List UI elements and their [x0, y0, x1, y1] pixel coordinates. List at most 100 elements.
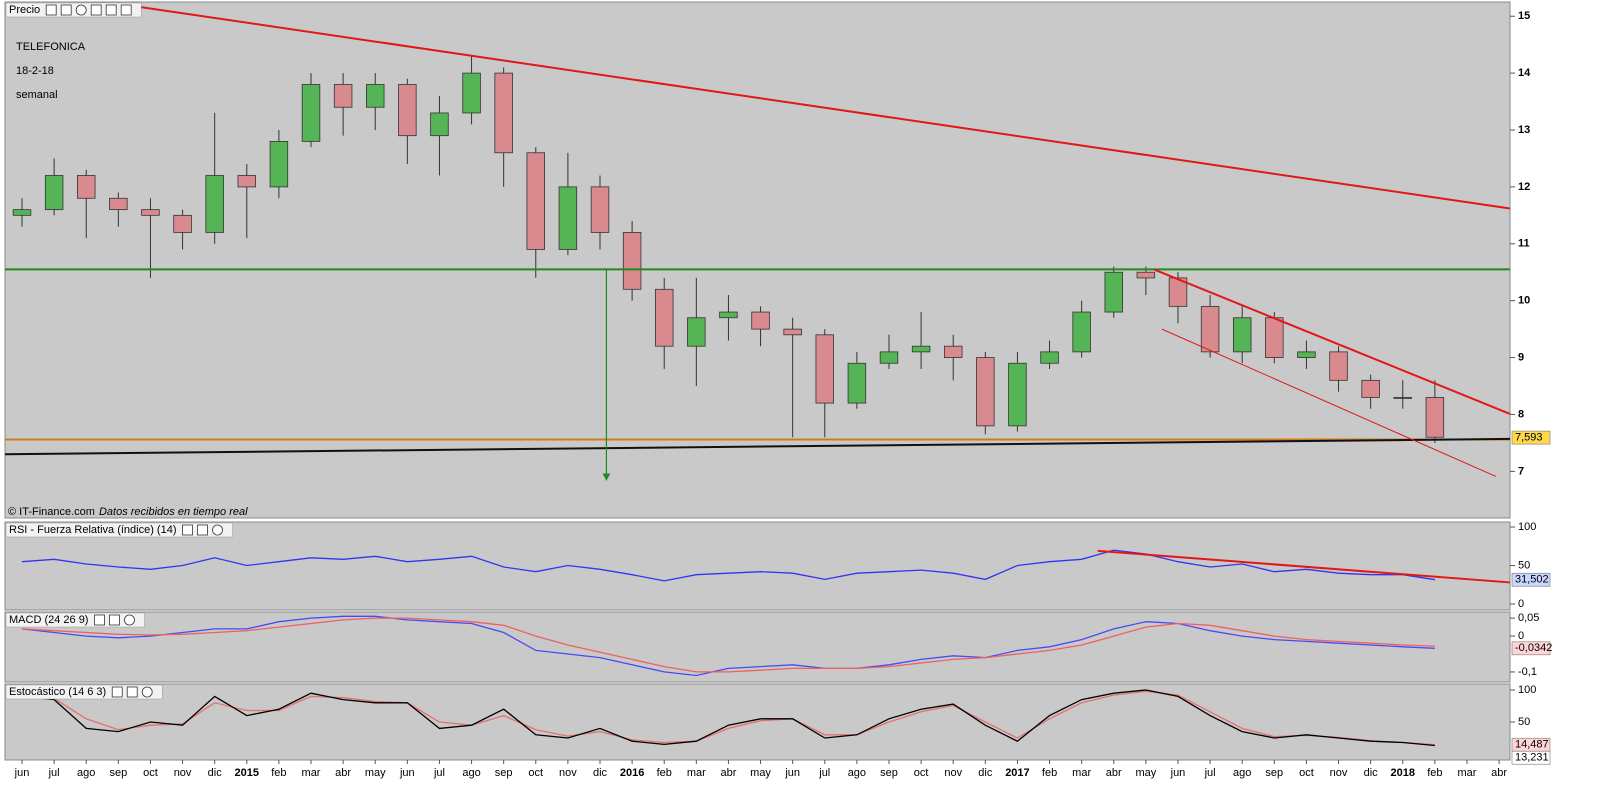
panel-icon[interactable]: [126, 686, 138, 698]
x-tick-label: dic: [208, 767, 223, 779]
panel-icon[interactable]: [109, 614, 120, 626]
x-tick-label: sep: [880, 767, 898, 779]
x-tick-label: feb: [1427, 767, 1442, 779]
x-tick-label: nov: [944, 767, 962, 779]
candle-body: [558, 186, 578, 250]
candle-body: [269, 140, 289, 188]
panel-icon[interactable]: [60, 4, 72, 16]
series-line: [21, 689, 1435, 747]
candle-body: [237, 175, 257, 188]
candle-body: [879, 351, 899, 364]
x-tick-label: jul: [48, 767, 60, 779]
candle-body: [1040, 351, 1059, 364]
x-tick-label: mar: [1457, 767, 1476, 779]
x-tick-label: oct: [914, 767, 929, 779]
candle-body: [654, 288, 674, 347]
candle-body: [526, 152, 546, 250]
y-tick-label: 12: [1518, 181, 1530, 193]
candle-body: [494, 72, 513, 154]
panel-title: MACD (24 26 9): [9, 614, 88, 626]
candle-body: [141, 209, 160, 216]
candle-body: [1168, 277, 1188, 307]
panel-icon[interactable]: [212, 524, 223, 536]
panel-icon[interactable]: [75, 4, 87, 16]
panel-icon[interactable]: [141, 686, 153, 698]
x-tick-label: jun: [784, 767, 800, 779]
y-tick-label: 50: [1518, 559, 1530, 571]
x-tick-label: abr: [1106, 767, 1122, 779]
x-tick-label: dic: [1364, 767, 1379, 779]
x-tick-label: mar: [302, 767, 321, 779]
y-tick-label: 14: [1518, 67, 1531, 79]
candle-body: [333, 84, 353, 108]
candle-body: [911, 345, 931, 353]
y-tick-label: 0,05: [1518, 612, 1539, 624]
panel-icon[interactable]: [90, 4, 102, 16]
candle-body: [590, 186, 610, 233]
last-value-badge: [1511, 750, 1551, 765]
x-tick-label: oct: [1299, 767, 1314, 779]
source-note: Datos recibidos en tiempo real: [99, 506, 248, 518]
candle-body: [687, 317, 706, 347]
x-tick-label: nov: [174, 767, 192, 779]
candle-body: [783, 328, 802, 336]
candle-body: [1072, 311, 1091, 353]
candle-body: [12, 209, 32, 216]
annotation: TELEFONICA: [16, 41, 86, 53]
x-tick-label: abr: [1491, 767, 1507, 779]
trend-line: [140, 6, 1511, 210]
candle-body: [719, 311, 738, 319]
source: © IT-Finance.com Datos recibidos en tiemp…: [8, 506, 248, 518]
x-tick-label: dic: [978, 767, 993, 779]
panel-icon[interactable]: [94, 614, 105, 626]
panel-icon[interactable]: [105, 4, 117, 16]
series-line: [21, 549, 1436, 582]
panel-icon[interactable]: [111, 686, 123, 698]
candle-body: [943, 345, 963, 358]
x-tick-label: 2018: [1391, 767, 1415, 779]
panel-icon[interactable]: [182, 524, 193, 536]
x-tick-label: may: [365, 767, 386, 779]
trend-line: [1097, 549, 1511, 584]
x-tick-label: feb: [1042, 767, 1057, 779]
candle-body: [205, 175, 224, 233]
axis-area: [1510, 0, 1600, 797]
y-tick-label: 8: [1518, 408, 1524, 420]
x-tick-label: jul: [1204, 767, 1216, 779]
candle-body: [462, 72, 481, 114]
trend-line: [1161, 328, 1497, 477]
x-tick-label: 2015: [235, 767, 259, 779]
x-tick-label: mar: [1072, 767, 1091, 779]
panel-icon[interactable]: [197, 524, 208, 536]
candle-body: [365, 84, 385, 108]
panel-icon[interactable]: [124, 614, 135, 626]
y-tick-label: 11: [1518, 238, 1530, 250]
y-tick-label: -0,1: [1518, 666, 1537, 678]
x-tick-label: dic: [593, 767, 608, 779]
candle-body: [44, 175, 64, 211]
panel-header-bg: [5, 522, 233, 538]
last-value-badge: [1511, 641, 1551, 656]
x-tick-label: oct: [143, 767, 158, 779]
candle-body: [77, 175, 96, 199]
arrow-head: [602, 473, 611, 481]
candle-body: [1232, 317, 1252, 353]
panel-background: [4, 521, 1511, 611]
candle-body: [1104, 271, 1123, 313]
series-line: [21, 617, 1435, 673]
y-tick-label: 13: [1518, 124, 1530, 136]
annotation: 18-2-18: [16, 65, 54, 77]
panel-icon[interactable]: [120, 4, 132, 16]
x-tick-label: jun: [14, 767, 30, 779]
x-tick-label: abr: [335, 767, 351, 779]
x-tick-label: abr: [720, 767, 736, 779]
panel-icon[interactable]: [45, 4, 57, 16]
candle-body: [622, 232, 642, 290]
x-tick-label: jul: [433, 767, 445, 779]
candle-body: [847, 362, 867, 404]
y-tick-label: 9: [1518, 351, 1524, 363]
x-tick-label: jul: [818, 767, 830, 779]
y-tick-label: 100: [1518, 521, 1536, 533]
panel-header-bg: [5, 684, 163, 700]
